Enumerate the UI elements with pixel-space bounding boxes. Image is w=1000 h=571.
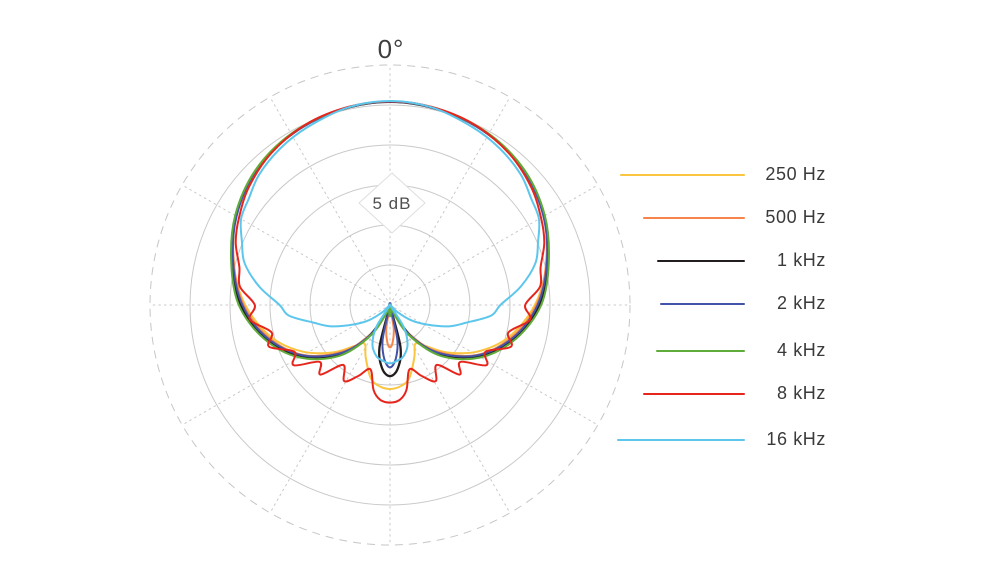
zero-degree-label: 0° xyxy=(378,34,405,64)
db-ring-label: 5 dB xyxy=(373,194,412,213)
curve-2-khz xyxy=(231,100,549,369)
curve-4-khz xyxy=(229,100,551,361)
polar-curves xyxy=(229,100,551,404)
curve-16-khz xyxy=(239,100,541,365)
ring-label-diamond: 5 dB xyxy=(358,172,426,234)
curve-8-khz xyxy=(234,100,546,404)
